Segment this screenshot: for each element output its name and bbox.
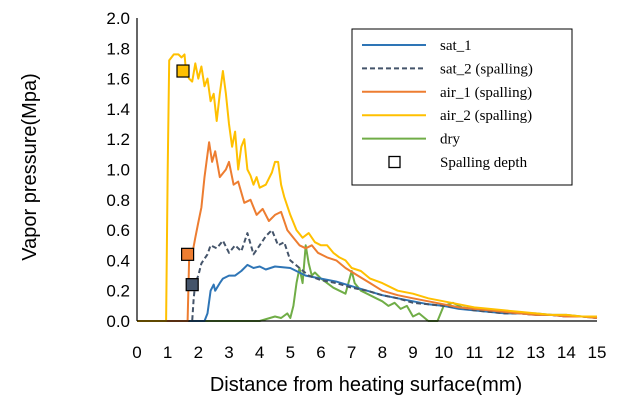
x-tick-label: 10 <box>434 343 453 362</box>
x-tick-label: 9 <box>408 343 417 362</box>
spalling-depth-marker <box>185 278 199 292</box>
y-tick-label: 0.6 <box>106 221 130 240</box>
tick-labels: 0 1 2 3 4 5 6 7 8 9 10 11 12 13 14 150.00.20.40.60.81.0… <box>106 9 606 362</box>
axes-layer <box>136 18 597 322</box>
x-tick-label: 2 <box>194 343 203 362</box>
y-tick-label: 1.8 <box>106 39 130 58</box>
legend-label: dry <box>440 132 460 148</box>
y-axis-title: Vapor pressure(Mpa) <box>19 73 41 260</box>
spalling-depth-marker <box>176 64 190 78</box>
y-tick-label: 2.0 <box>106 9 130 28</box>
y-tick-label: 1.6 <box>106 70 130 89</box>
y-tick-label: 0.8 <box>106 191 130 210</box>
x-tick-label: 8 <box>378 343 387 362</box>
y-tick-label: 1.2 <box>106 130 130 149</box>
legend-label: sat_2 (spalling) <box>440 61 533 77</box>
series-line-sat-2-spalling <box>137 229 598 322</box>
y-tick-label: 0.4 <box>106 251 130 270</box>
x-tick-label: 1 <box>163 343 172 362</box>
x-axis-title: Distance from heating surface(mm) <box>210 374 522 396</box>
y-tick-label: 0.2 <box>106 282 130 301</box>
x-tick-label: 4 <box>255 343 264 362</box>
x-tick-label: 15 <box>588 343 607 362</box>
x-tick-label: 3 <box>224 343 233 362</box>
x-tick-label: 6 <box>316 343 325 362</box>
y-tick-label: 1.0 <box>106 161 130 180</box>
legend-label: Spalling depth <box>440 155 528 171</box>
x-tick-label: 13 <box>526 343 545 362</box>
y-tick-label: 0.0 <box>106 312 130 331</box>
x-tick-label: 5 <box>286 343 295 362</box>
series-line-air-2-spalling <box>137 53 597 322</box>
spalling-depth-marker <box>181 247 195 261</box>
series-line-air-1-spalling <box>137 141 598 322</box>
x-tick-label: 11 <box>466 343 484 362</box>
legend-label: air_1 (spalling) <box>440 85 532 101</box>
legend-swatch-spalling <box>388 155 401 169</box>
y-tick-label: 1.4 <box>106 100 130 119</box>
legend-label: air_2 (spalling) <box>440 108 532 124</box>
series-layer <box>137 53 598 322</box>
x-tick-label: 12 <box>496 343 515 362</box>
x-tick-label: 0 <box>132 343 141 362</box>
x-tick-label: 14 <box>557 343 576 362</box>
legend: sat_1 sat_2 (spalling) air_1 (spalling) air… <box>351 28 573 186</box>
legend-label: sat_1 <box>440 38 472 54</box>
x-tick-label: 7 <box>347 343 356 362</box>
